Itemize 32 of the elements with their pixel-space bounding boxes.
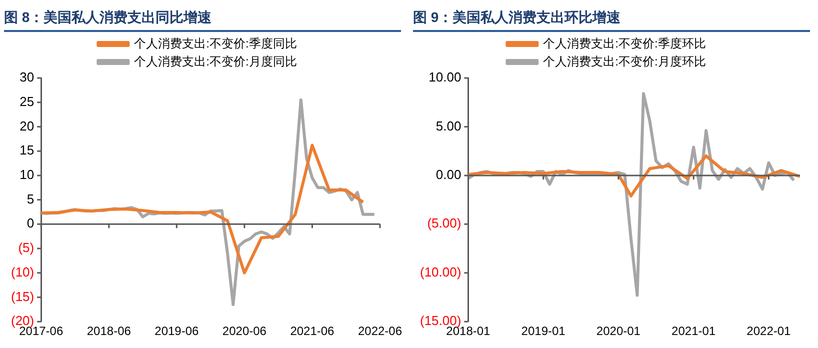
y-tick-label: 15	[20, 142, 34, 158]
y-tick-label: (20)	[10, 313, 34, 328]
x-tick-label: 2020-01	[596, 324, 641, 338]
y-tick-label: 10.00	[428, 70, 462, 85]
y-tick-label: (10)	[10, 264, 34, 280]
y-tick-label: 20	[20, 118, 34, 134]
y-tick-label: 5.00	[436, 118, 462, 134]
y-tick-label: (10.00)	[420, 264, 462, 280]
chart-title: 图 8：美国私人消费支出同比增速	[4, 6, 401, 32]
legend-label: 个人消费支出:不变价:季度同比	[134, 36, 297, 50]
x-tick-label: 2022-06	[358, 324, 402, 338]
y-tick-label: (5)	[18, 240, 34, 256]
y-tick-label: 0	[26, 216, 34, 231]
x-tick-label: 2019-01	[521, 324, 566, 338]
y-tick-label: 30	[20, 70, 34, 85]
x-tick-label: 2019-06	[154, 324, 200, 338]
legend-label: 个人消费支出:不变价:月度环比	[543, 54, 706, 68]
x-tick-label: 2021-06	[290, 324, 335, 338]
x-tick-label: 2021-01	[672, 324, 716, 338]
legend-label: 个人消费支出:不变价:月度同比	[134, 54, 297, 68]
y-tick-label: 5	[26, 191, 34, 206]
x-tick-label: 2022-01	[746, 324, 792, 338]
y-tick-label: (15.00)	[420, 313, 462, 328]
y-tick-label: (5.00)	[427, 216, 462, 231]
x-tick-label: 2018-06	[86, 324, 132, 338]
chart-title: 图 9：美国私人消费支出环比增速	[413, 6, 810, 32]
y-tick-label: 10	[20, 167, 34, 182]
y-tick-label: 0.00	[436, 167, 462, 182]
y-tick-label: 25	[20, 94, 34, 109]
legend-label: 个人消费支出:不变价:季度环比	[543, 36, 706, 50]
x-tick-label: 2020-06	[222, 324, 267, 338]
y-tick-label: (15)	[10, 288, 34, 304]
